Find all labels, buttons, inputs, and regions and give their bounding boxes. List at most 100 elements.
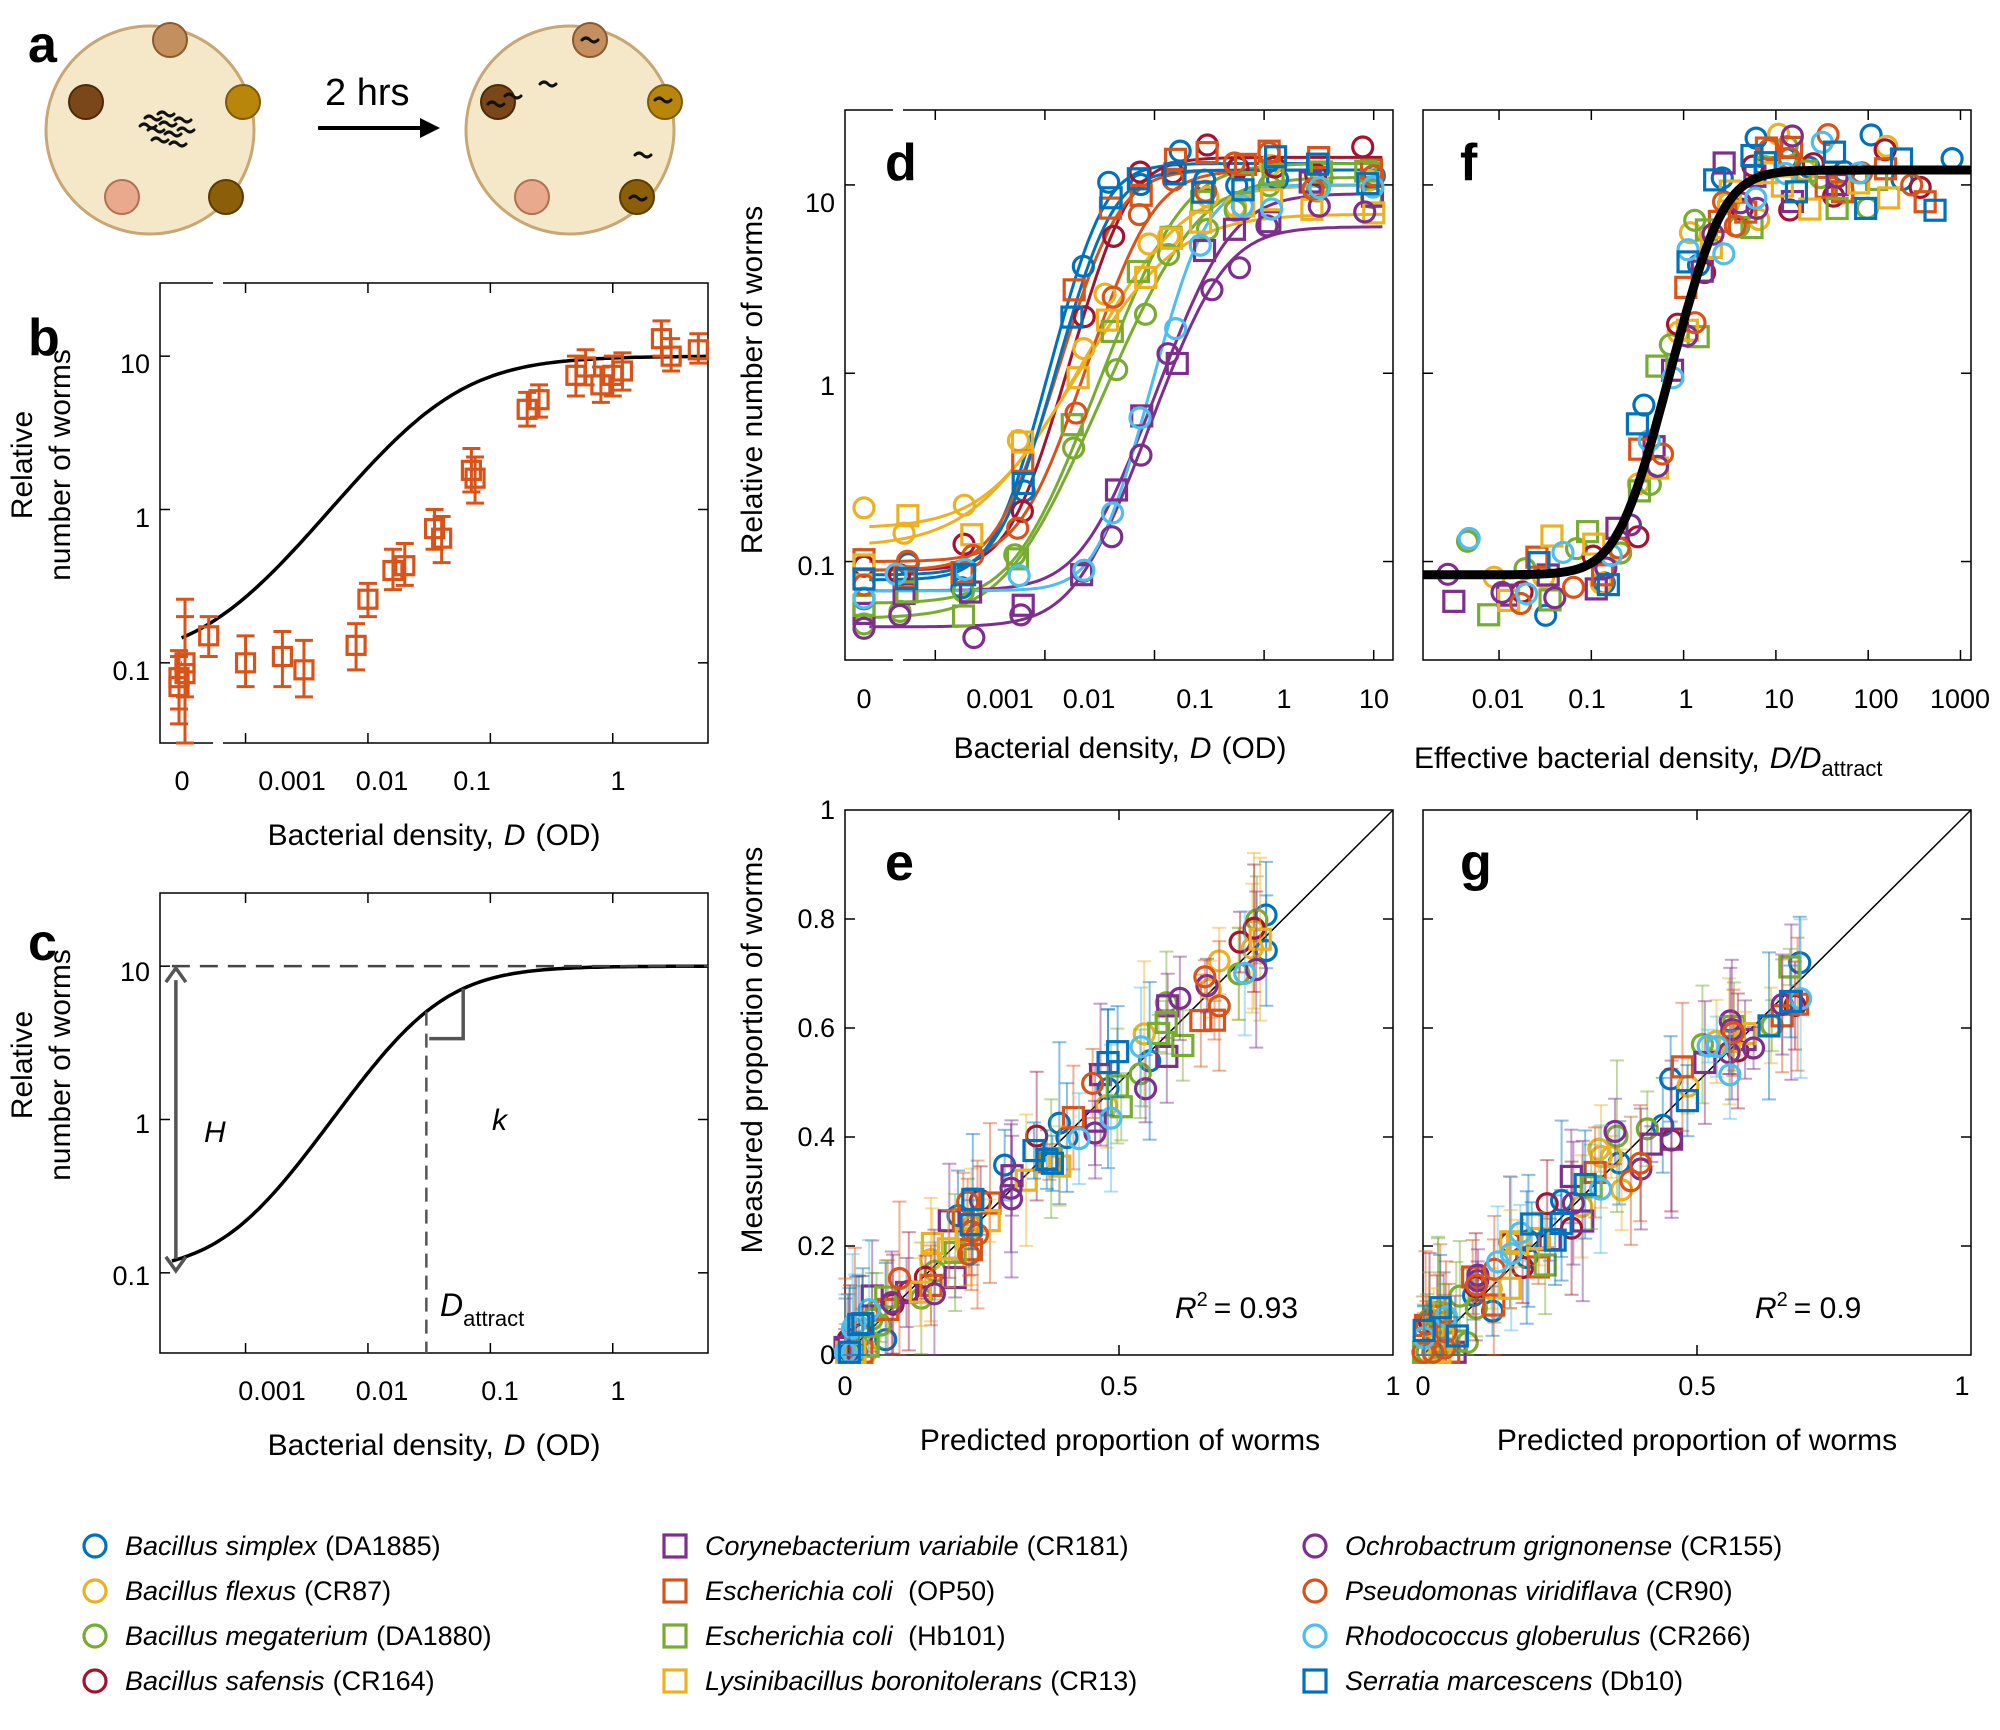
data-point-d	[1362, 201, 1386, 225]
identity-line-4	[844, 809, 1394, 1356]
data-point-5	[1464, 1273, 1489, 1297]
data-point-5	[1445, 1324, 1469, 1348]
ylabel-d: Relative number of worms	[736, 206, 769, 554]
legend-marker	[82, 1668, 108, 1694]
worms-dispersed	[486, 36, 673, 202]
data-point-4	[943, 1265, 967, 1290]
panel-letter-b: b	[28, 309, 60, 367]
data-point-d	[895, 549, 920, 573]
data-point-4	[868, 1313, 893, 1337]
data-point-f	[1854, 196, 1878, 221]
data-point-d	[1164, 317, 1188, 341]
H-arrow-head-up	[164, 965, 188, 984]
legend-marker	[82, 1623, 108, 1649]
fit-curve-d	[869, 192, 1383, 593]
data-point-d	[1006, 516, 1030, 540]
data-point-f	[1676, 238, 1700, 262]
data-point-d	[952, 563, 977, 587]
panel-letter-d: d	[885, 134, 917, 192]
data-point-5	[1412, 1318, 1436, 1343]
data-point-4	[1040, 1151, 1064, 1175]
data-point-5	[1675, 1089, 1700, 1113]
data-point-4	[959, 1213, 983, 1237]
label-H: H	[204, 1116, 226, 1149]
legend-species: Bacillus simplex	[125, 1531, 319, 1561]
legend-strain: (CR90)	[1646, 1576, 1733, 1606]
data-point-5	[1498, 1276, 1522, 1300]
legend-strain: (DA1885)	[325, 1531, 441, 1561]
data-point-b	[198, 625, 220, 647]
legend-species: Bacillus flexus	[125, 1576, 296, 1606]
ytick-b-0: 0.1	[112, 656, 150, 686]
legend-marker	[82, 1533, 108, 1559]
data-point-5	[1482, 1293, 1506, 1317]
data-point-d	[1071, 254, 1095, 278]
legend-entry: Bacillus megaterium (DA1880)	[125, 1621, 492, 1651]
data-point-d	[1100, 525, 1124, 549]
data-point-4	[1105, 1074, 1129, 1098]
data-point-b	[271, 645, 294, 668]
panel-g: g 0 0.5 1 Predicted proportion of worms …	[1411, 809, 1972, 1457]
data-point-4	[908, 1280, 932, 1304]
ytick-d-0: 0.1	[797, 551, 835, 581]
data-point-4	[956, 1190, 980, 1214]
ylabel-b-line2: number of worms	[44, 349, 77, 581]
data-point-d	[1361, 164, 1385, 188]
ylabel-c-line2: number of worms	[44, 949, 77, 1181]
data-point-d	[1168, 139, 1192, 163]
data-point-d	[1156, 242, 1181, 267]
data-point-f	[1678, 221, 1703, 245]
data-point-5	[1741, 1036, 1766, 1060]
data-point-5	[1428, 1296, 1452, 1320]
data-point-d	[1191, 180, 1215, 204]
data-point-4	[874, 1328, 898, 1352]
xtick-f-0: 0.01	[1472, 684, 1525, 714]
data-point-d	[1230, 194, 1254, 218]
ytick-b-2: 10	[120, 349, 150, 379]
data-point-d	[1227, 256, 1252, 280]
legend-entry: Escherichia coli (Hb101)	[705, 1621, 1006, 1651]
data-point-4	[1048, 1154, 1072, 1178]
xtick-c-2: 0.1	[481, 1376, 519, 1406]
data-point-d	[1095, 308, 1120, 332]
data-point-b	[528, 389, 550, 411]
data-point-d	[1133, 302, 1158, 326]
data-point-d	[1226, 156, 1250, 180]
data-point-f	[1900, 173, 1924, 197]
data-point-d	[888, 603, 912, 628]
panel-a: a 2 hrs	[28, 16, 683, 236]
panel-letter-a: a	[28, 16, 58, 74]
xlabel-e: Predicted proportion of worms	[920, 1424, 1320, 1457]
plate-before-spot	[68, 84, 104, 120]
data-point-4	[1096, 1050, 1120, 1075]
ylabel-b-line1: Relative	[6, 411, 39, 519]
worm-cluster	[138, 110, 196, 148]
data-point-f	[1625, 412, 1650, 436]
data-point-f	[1534, 603, 1558, 627]
time-arrow-head	[420, 118, 440, 138]
legend-entry: Serratia marcescens (Db10)	[1345, 1666, 1683, 1696]
data-point-4	[1207, 994, 1231, 1018]
data-point-d	[1134, 265, 1158, 290]
xlabel-g: Predicted proportion of worms	[1497, 1424, 1897, 1457]
data-point-5	[1561, 1191, 1585, 1215]
data-point-4	[1171, 1033, 1195, 1058]
legend-species: Lysinibacillus boronitolerans	[705, 1666, 1042, 1696]
data-point-4	[874, 1285, 898, 1309]
data-point-4	[1025, 1124, 1049, 1148]
data-point-f	[1779, 135, 1804, 160]
data-point-d	[1255, 214, 1279, 238]
panel-letter-g: g	[1460, 834, 1492, 892]
legend-marker	[662, 1578, 688, 1604]
data-point-d	[1003, 543, 1027, 567]
data-point-4	[957, 1242, 981, 1266]
data-point-5	[1589, 1177, 1613, 1201]
data-point-5	[1599, 1145, 1623, 1169]
data-point-d	[894, 567, 919, 591]
legend-entry: Escherichia coli (OP50)	[705, 1576, 995, 1606]
legend-marker	[1302, 1533, 1328, 1559]
arrow-label: 2 hrs	[325, 72, 409, 114]
axes-b-frame	[159, 282, 709, 744]
xtick-d-4: 1	[1276, 684, 1291, 714]
xtick-f-3: 10	[1764, 684, 1794, 714]
